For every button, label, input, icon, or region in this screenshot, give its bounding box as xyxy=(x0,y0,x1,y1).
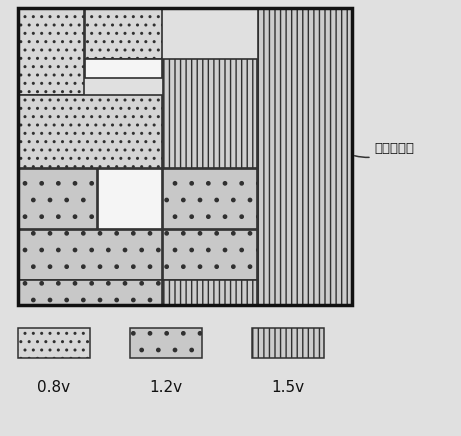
Text: 1.5v: 1.5v xyxy=(272,380,305,395)
Bar xyxy=(19,280,162,305)
Text: 电路宏模块: 电路宏模块 xyxy=(355,142,414,157)
Bar xyxy=(19,95,162,168)
Bar xyxy=(163,230,257,280)
Text: 0.8v: 0.8v xyxy=(37,380,71,395)
Bar xyxy=(98,169,162,229)
Bar xyxy=(19,169,97,229)
Bar xyxy=(85,9,162,59)
Bar xyxy=(130,328,202,358)
Bar xyxy=(252,328,324,358)
Bar xyxy=(19,230,162,280)
Text: 1.2v: 1.2v xyxy=(149,380,183,395)
Bar xyxy=(85,59,162,78)
Bar xyxy=(258,9,352,305)
Bar xyxy=(163,59,257,168)
Bar xyxy=(19,9,84,95)
Bar xyxy=(18,328,90,358)
Bar xyxy=(163,169,257,229)
Bar xyxy=(18,8,352,305)
Bar xyxy=(163,280,257,305)
